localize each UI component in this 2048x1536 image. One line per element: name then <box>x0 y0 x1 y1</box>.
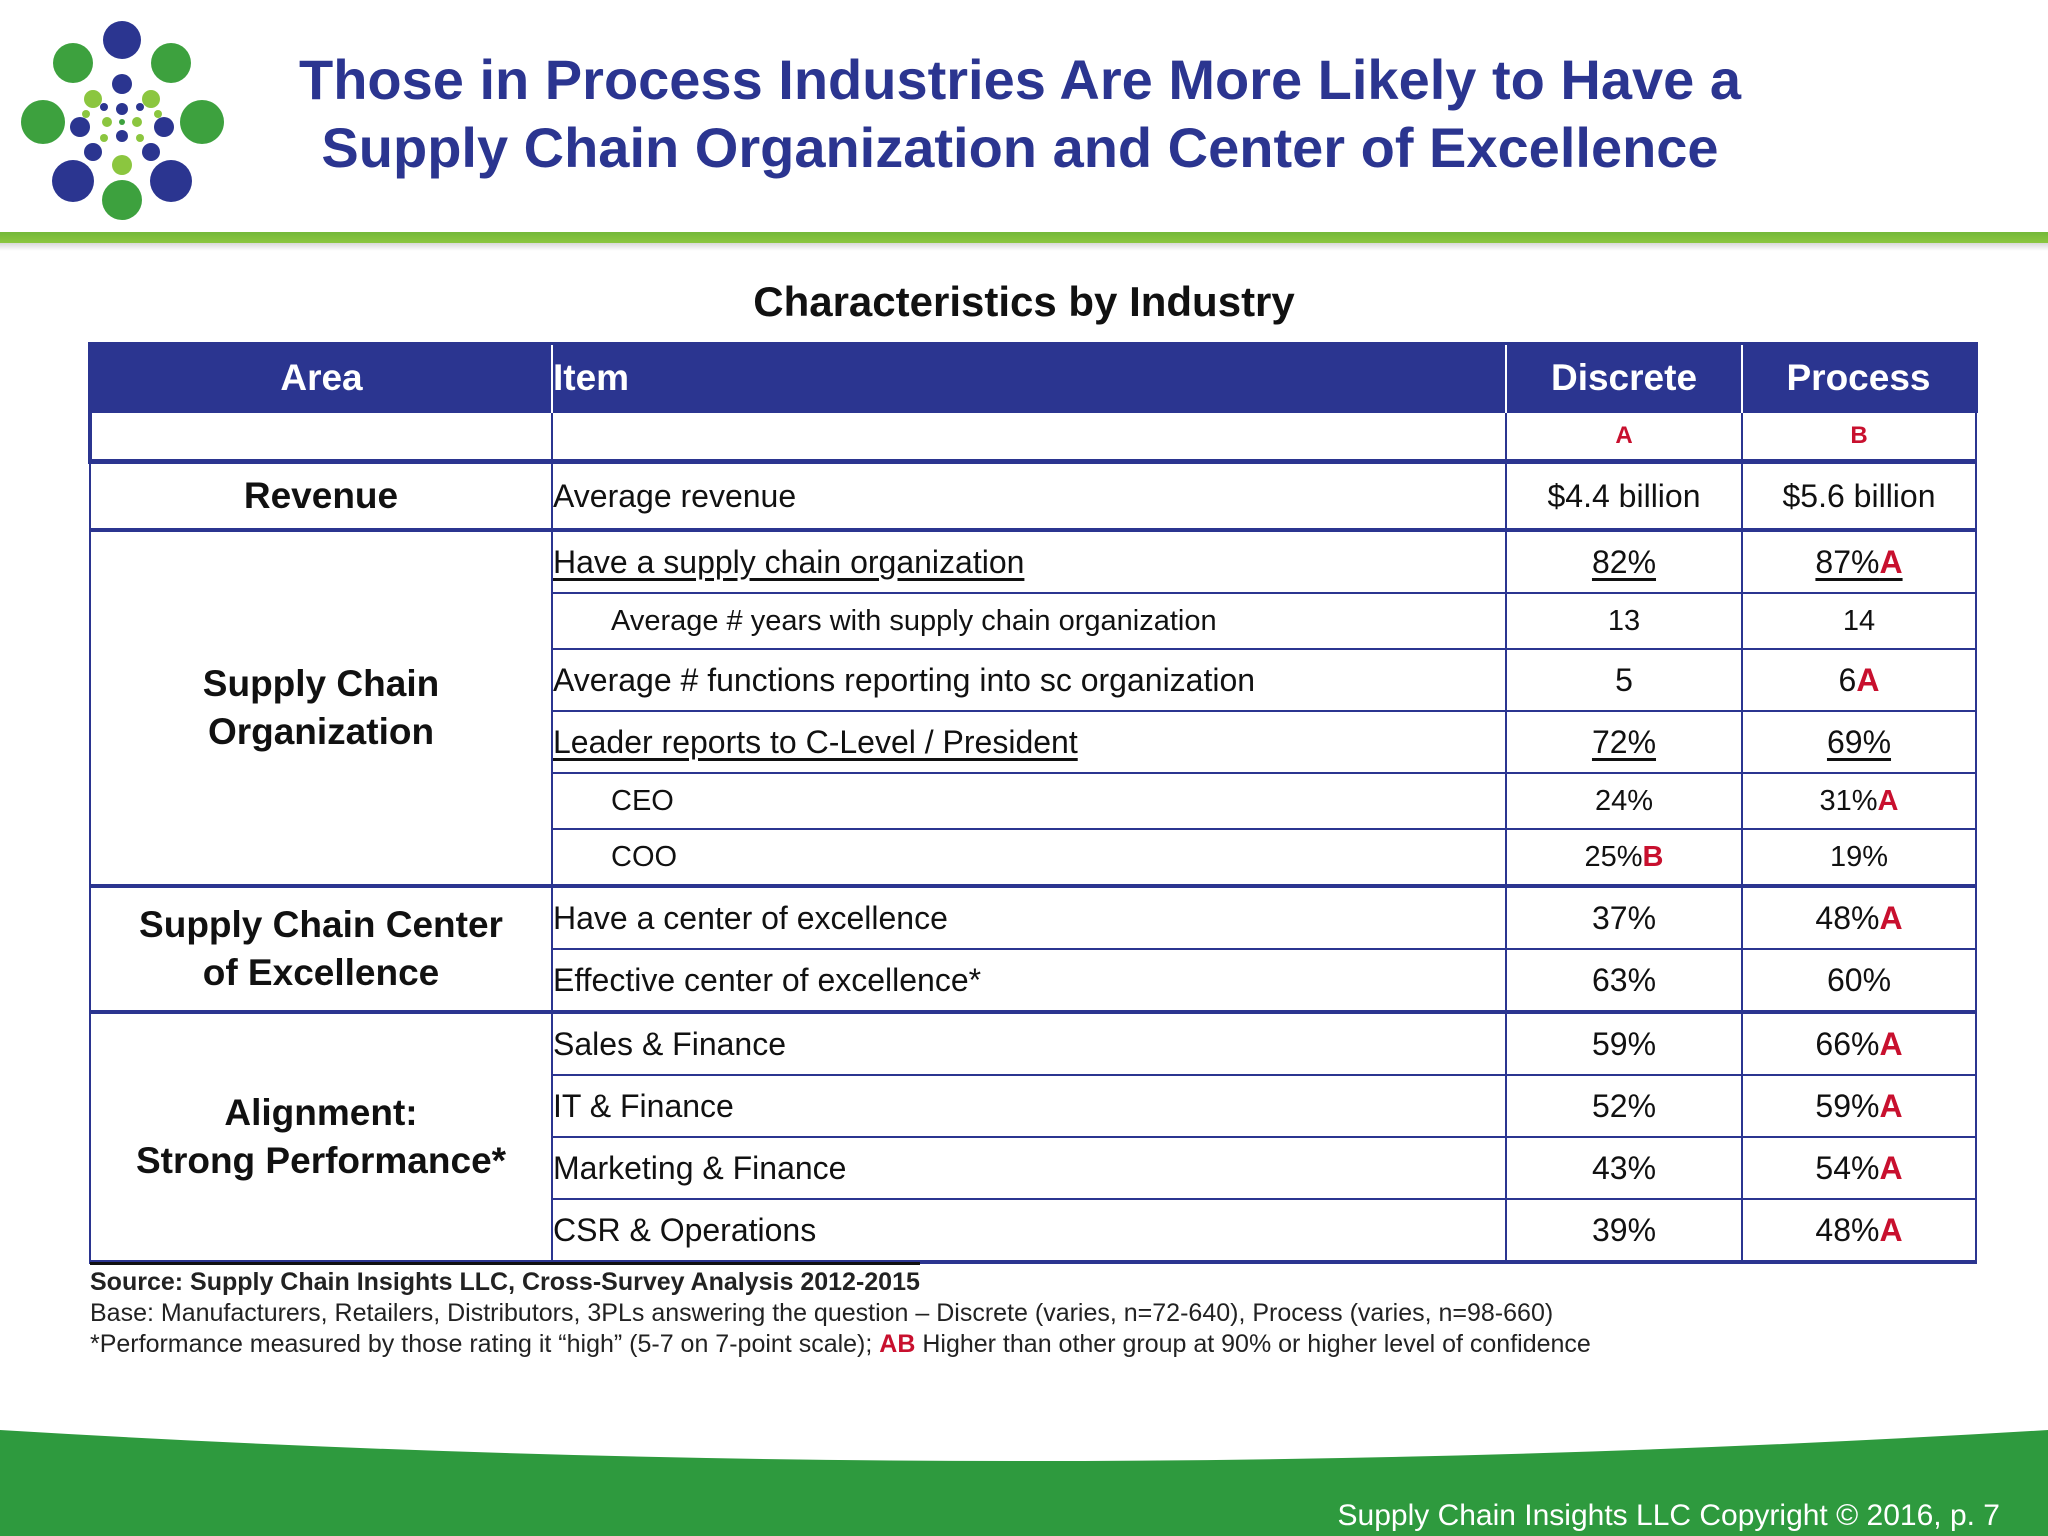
significance-marker: A <box>1877 784 1899 817</box>
process-value: 48%A <box>1741 1198 1977 1264</box>
discrete-value: 5 <box>1505 648 1743 712</box>
process-value: 19% <box>1741 828 1977 888</box>
table-row: Revenue Average revenue $4.4 billion $5.… <box>89 459 1977 532</box>
discrete-value: 43% <box>1505 1136 1743 1200</box>
area-sco-line-2: Organization <box>207 711 435 752</box>
significance-marker: A <box>1879 1025 1903 1062</box>
table-row: Supply Chain Organization Have a supply … <box>89 529 1977 888</box>
header-item: Item <box>551 342 1507 412</box>
significance-marker: A <box>1879 1211 1903 1248</box>
area-alignment: Alignment: Strong Performance* <box>89 1011 553 1264</box>
discrete-value: 52% <box>1505 1074 1743 1138</box>
title-divider <box>0 232 2048 243</box>
discrete-value: 13 <box>1505 592 1743 650</box>
process-value: 87%A <box>1815 543 1903 580</box>
table-row: Supply Chain Center of Excellence Have a… <box>89 885 1977 1014</box>
discrete-value: 63% <box>1505 948 1743 1014</box>
area-supply-chain-organization: Supply Chain Organization <box>89 529 553 888</box>
discrete-value: 37% <box>1505 885 1743 950</box>
discrete-value: 25%B <box>1505 828 1743 888</box>
item-cell: Have a center of excellence <box>551 885 1507 950</box>
process-value: 48%A <box>1741 885 1977 950</box>
significance-marker: B <box>1642 840 1664 873</box>
item-cell: Average revenue <box>551 459 1507 532</box>
item-cell: Have a supply chain organization <box>553 543 1025 580</box>
item-cell: Sales & Finance <box>551 1011 1507 1076</box>
discrete-value: $4.4 billion <box>1505 459 1743 532</box>
process-value: 60% <box>1741 948 1977 1014</box>
discrete-value: 82% <box>1591 543 1657 580</box>
item-cell: Average # functions reporting into sc or… <box>551 648 1507 712</box>
table-row: Leader reports to C-Level / President 72… <box>90 710 1977 774</box>
area-alignment-line-1: Alignment: <box>224 1092 418 1133</box>
header-area: Area <box>88 342 553 412</box>
area-alignment-line-2: Strong Performance* <box>135 1140 507 1181</box>
table-row: Alignment: Strong Performance* Sales & F… <box>89 1011 1977 1264</box>
discrete-value: 72% <box>1591 723 1657 760</box>
process-value: 14 <box>1741 592 1977 650</box>
header-discrete: Discrete <box>1505 342 1743 412</box>
process-value: 59%A <box>1741 1074 1977 1138</box>
letter-blank-item <box>551 411 1507 463</box>
company-logo <box>21 21 224 220</box>
letter-blank-area <box>88 411 553 463</box>
slide-title: Those in Process Industries Are More Lik… <box>240 46 1800 182</box>
table-header-row: Area Item Discrete Process <box>88 342 1978 412</box>
significance-marker: A <box>1879 1149 1903 1186</box>
area-revenue: Revenue <box>89 459 553 532</box>
process-group-letter: B <box>1741 411 1977 463</box>
process-value: 54%A <box>1741 1136 1977 1200</box>
item-cell: Effective center of excellence* <box>551 948 1507 1014</box>
table-row: Average # functions reporting into sc or… <box>90 648 1977 712</box>
item-cell: Marketing & Finance <box>551 1136 1507 1200</box>
discrete-group-letter: A <box>1505 411 1743 463</box>
slide-title-line-1: Those in Process Industries Are More Lik… <box>299 48 1741 111</box>
table-row: Effective center of excellence* 63% 60% <box>90 948 1977 1014</box>
process-value: 66%A <box>1741 1011 1977 1076</box>
header-process: Process <box>1741 342 1978 412</box>
source-note: Source: Supply Chain Insights LLC, Cross… <box>90 1262 920 1298</box>
significance-legend: AB <box>879 1330 916 1358</box>
discrete-value: 24% <box>1505 772 1743 830</box>
title-divider-shadow <box>0 243 2048 251</box>
footer-band <box>0 1430 2048 1536</box>
table-title: Characteristics by Industry <box>753 278 1295 325</box>
table-row: CEO 24% 31%A <box>90 772 1977 830</box>
process-value: 69% <box>1826 723 1892 760</box>
discrete-value: 39% <box>1505 1198 1743 1264</box>
area-center-of-excellence: Supply Chain Center of Excellence <box>89 885 553 1014</box>
slide-title-line-2: Supply Chain Organization and Center of … <box>321 116 1719 179</box>
item-cell: Leader reports to C-Level / President <box>553 723 1078 760</box>
significance-marker: A <box>1879 1087 1903 1124</box>
area-coe-line-1: Supply Chain Center <box>139 904 503 945</box>
item-cell: CEO <box>551 772 1507 830</box>
table-row: COO 25%B 19% <box>90 828 1977 888</box>
performance-note: *Performance measured by those rating it… <box>90 1330 1591 1358</box>
group-letter-row: A B <box>88 411 1977 463</box>
discrete-value: 59% <box>1505 1011 1743 1076</box>
process-value: $5.6 billion <box>1741 459 1977 532</box>
significance-marker: A <box>1879 899 1903 936</box>
process-value: 31%A <box>1741 772 1977 830</box>
area-sco-line-1: Supply Chain <box>202 663 440 704</box>
table-row: CSR & Operations 39% 48%A <box>90 1198 1977 1264</box>
item-cell: Average # years with supply chain organi… <box>551 592 1507 650</box>
table-notes: Source: Supply Chain Insights LLC, Cross… <box>90 1262 1591 1360</box>
table-row: IT & Finance 52% 59%A <box>90 1074 1977 1138</box>
base-note: Base: Manufacturers, Retailers, Distribu… <box>90 1299 1554 1327</box>
item-cell: IT & Finance <box>551 1074 1507 1138</box>
item-cell: COO <box>551 828 1507 888</box>
item-cell: CSR & Operations <box>551 1198 1507 1264</box>
process-value: 6A <box>1741 648 1977 712</box>
significance-marker: A <box>1856 661 1880 698</box>
table-row: Marketing & Finance 43% 54%A <box>90 1136 1977 1200</box>
characteristics-table: Area Item Discrete Process A B Revenue A… <box>88 342 1978 1264</box>
footer-copyright: Supply Chain Insights LLC Copyright © 20… <box>1337 1499 2001 1532</box>
significance-marker: A <box>1879 543 1903 580</box>
table-row: Average # years with supply chain organi… <box>90 592 1977 650</box>
area-coe-line-2: of Excellence <box>202 952 440 993</box>
